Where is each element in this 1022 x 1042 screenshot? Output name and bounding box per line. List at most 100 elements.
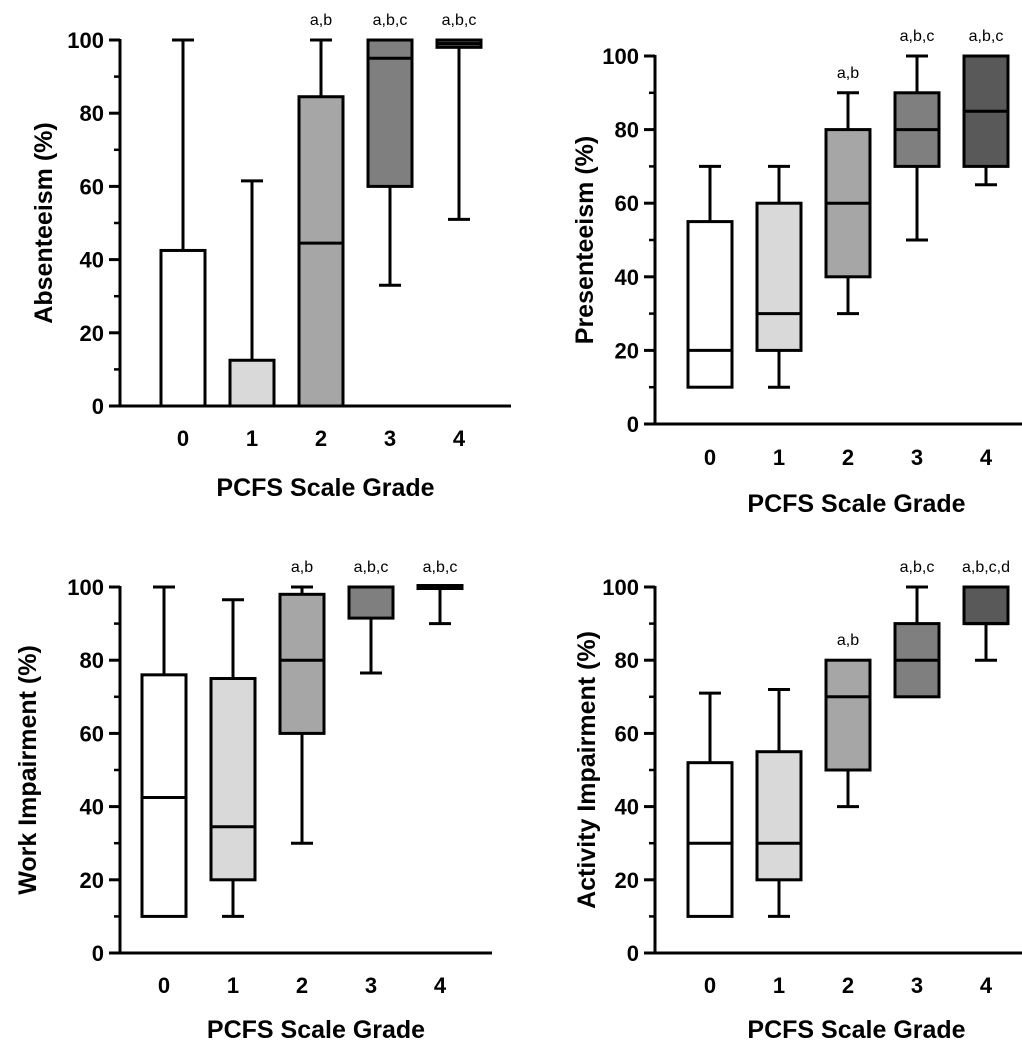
box-grade-1 xyxy=(755,164,803,389)
absenteeism-chart-svg: 0 20 40 60 80 100 0 1 2 a,b 3 a,b,c 4 a,b,c PCFS Scale… xyxy=(30,12,511,502)
x-tick-label-3: 3 xyxy=(365,973,377,998)
y-tick-label-60: 60 xyxy=(80,174,104,199)
y-tick-label-0: 0 xyxy=(627,941,639,966)
x-axis-title: PCFS Scale Grade xyxy=(747,490,965,518)
box-grade-3 xyxy=(347,585,395,675)
box-grade-2 xyxy=(824,658,872,809)
significance-label: a,b xyxy=(837,65,859,82)
box-grade-4 xyxy=(435,38,483,221)
x-tick-label-2: 2 xyxy=(842,445,854,470)
y-axis-title: Presenteeism (%) xyxy=(571,136,599,344)
y-tick-label-100: 100 xyxy=(67,28,104,53)
box-grade-2 xyxy=(278,585,326,845)
y-tick-label-80: 80 xyxy=(80,101,104,126)
box-grade-3 xyxy=(893,54,941,242)
box-iqr xyxy=(228,358,276,408)
x-axis-title: PCFS Scale Grade xyxy=(216,474,434,502)
box-grade-4 xyxy=(962,585,1010,662)
box-iqr xyxy=(755,750,803,882)
x-tick-label-3: 3 xyxy=(384,426,396,451)
box-iqr xyxy=(824,658,872,772)
box-grade-1 xyxy=(228,179,276,408)
activity-impairment-chart-svg: 0 20 40 60 80 100 0 1 2 a,b 3 a,b,c 4 a,b,c,d PCFS Sca… xyxy=(573,559,1022,1042)
significance-label: a,b xyxy=(310,12,332,29)
significance-label: a,b,c xyxy=(900,559,935,576)
work-impairment-chart: 0 20 40 60 80 100 0 1 2 a,b 3 a,b,c 4 a,b,c PCFS Scale… xyxy=(0,520,511,1042)
box-iqr xyxy=(278,592,326,735)
y-tick-label-0: 0 xyxy=(92,941,104,966)
box-grade-0 xyxy=(159,38,207,408)
y-axis-title: Activity Impairment (%) xyxy=(573,631,601,909)
box-iqr xyxy=(140,673,188,918)
box-grade-3 xyxy=(893,585,941,699)
x-tick-label-3: 3 xyxy=(911,973,923,998)
x-tick-label-1: 1 xyxy=(246,426,258,451)
box-grade-1 xyxy=(209,598,257,918)
x-tick-label-1: 1 xyxy=(773,973,785,998)
y-tick-label-60: 60 xyxy=(615,721,639,746)
significance-label: a,b,c xyxy=(354,559,389,576)
x-tick-label-0: 0 xyxy=(158,973,170,998)
significance-label: a,b xyxy=(291,559,313,576)
y-tick-label-80: 80 xyxy=(615,118,639,143)
y-tick-label-100: 100 xyxy=(67,575,104,600)
significance-label: a,b,c xyxy=(423,559,458,576)
box-iqr xyxy=(297,95,345,408)
y-tick-label-20: 20 xyxy=(615,338,639,363)
absenteeism-chart: 0 20 40 60 80 100 0 1 2 a,b 3 a,b,c 4 a,b,c PCFS Scale… xyxy=(0,0,511,520)
y-axis-title: Work Impairment (%) xyxy=(14,645,42,895)
box-iqr xyxy=(159,248,207,408)
x-tick-label-1: 1 xyxy=(773,445,785,470)
box-grade-0 xyxy=(686,691,734,918)
y-tick-label-20: 20 xyxy=(615,868,639,893)
x-tick-label-4: 4 xyxy=(453,426,466,451)
x-tick-label-0: 0 xyxy=(177,426,189,451)
significance-label: a,b,c xyxy=(900,28,935,45)
x-tick-label-2: 2 xyxy=(315,426,327,451)
x-axis-title: PCFS Scale Grade xyxy=(747,1016,965,1042)
box-grade-0 xyxy=(140,585,188,918)
box-grade-2 xyxy=(297,38,345,408)
box-iqr xyxy=(686,220,734,389)
box-grade-1 xyxy=(755,687,803,918)
significance-label: a,b,c xyxy=(373,12,408,29)
box-grade-2 xyxy=(824,91,872,316)
y-tick-label-40: 40 xyxy=(80,795,104,820)
box-grade-4 xyxy=(416,584,464,626)
significance-label: a,b xyxy=(837,632,859,649)
presenteeism-chart: 0 20 40 60 80 100 0 1 2 a,b 3 a,b,c 4 a,b,c PCFS Scale… xyxy=(511,0,1022,520)
y-tick-label-80: 80 xyxy=(80,648,104,673)
y-tick-label-100: 100 xyxy=(602,44,639,69)
y-tick-label-100: 100 xyxy=(602,575,639,600)
x-tick-label-4: 4 xyxy=(434,973,447,998)
y-tick-label-60: 60 xyxy=(80,721,104,746)
x-tick-label-1: 1 xyxy=(227,973,239,998)
y-tick-label-40: 40 xyxy=(615,265,639,290)
y-tick-label-40: 40 xyxy=(615,795,639,820)
y-tick-label-0: 0 xyxy=(627,412,639,437)
activity-impairment-chart: 0 20 40 60 80 100 0 1 2 a,b 3 a,b,c 4 a,b,c,d PCFS Sca… xyxy=(511,520,1022,1042)
x-axis-title: PCFS Scale Grade xyxy=(207,1016,425,1042)
significance-label: a,b,c,d xyxy=(962,559,1010,576)
box-iqr xyxy=(962,585,1010,626)
significance-label: a,b,c xyxy=(969,28,1004,45)
x-tick-label-0: 0 xyxy=(704,445,716,470)
significance-label: a,b,c xyxy=(442,12,477,29)
x-tick-label-3: 3 xyxy=(911,445,923,470)
box-iqr xyxy=(209,677,257,882)
y-axis-title: Absenteeism (%) xyxy=(30,122,58,323)
x-tick-label-0: 0 xyxy=(704,973,716,998)
box-grade-0 xyxy=(686,164,734,389)
presenteeism-chart-svg: 0 20 40 60 80 100 0 1 2 a,b 3 a,b,c 4 a,b,c PCFS Scale… xyxy=(571,28,1022,518)
box-iqr xyxy=(366,38,414,188)
box-grade-3 xyxy=(366,38,414,287)
x-tick-label-2: 2 xyxy=(842,973,854,998)
y-tick-label-80: 80 xyxy=(615,648,639,673)
y-tick-label-40: 40 xyxy=(80,248,104,273)
box-iqr xyxy=(686,761,734,918)
x-tick-label-4: 4 xyxy=(980,973,993,998)
y-tick-label-0: 0 xyxy=(92,394,104,419)
x-tick-label-2: 2 xyxy=(296,973,308,998)
box-iqr xyxy=(347,585,395,620)
